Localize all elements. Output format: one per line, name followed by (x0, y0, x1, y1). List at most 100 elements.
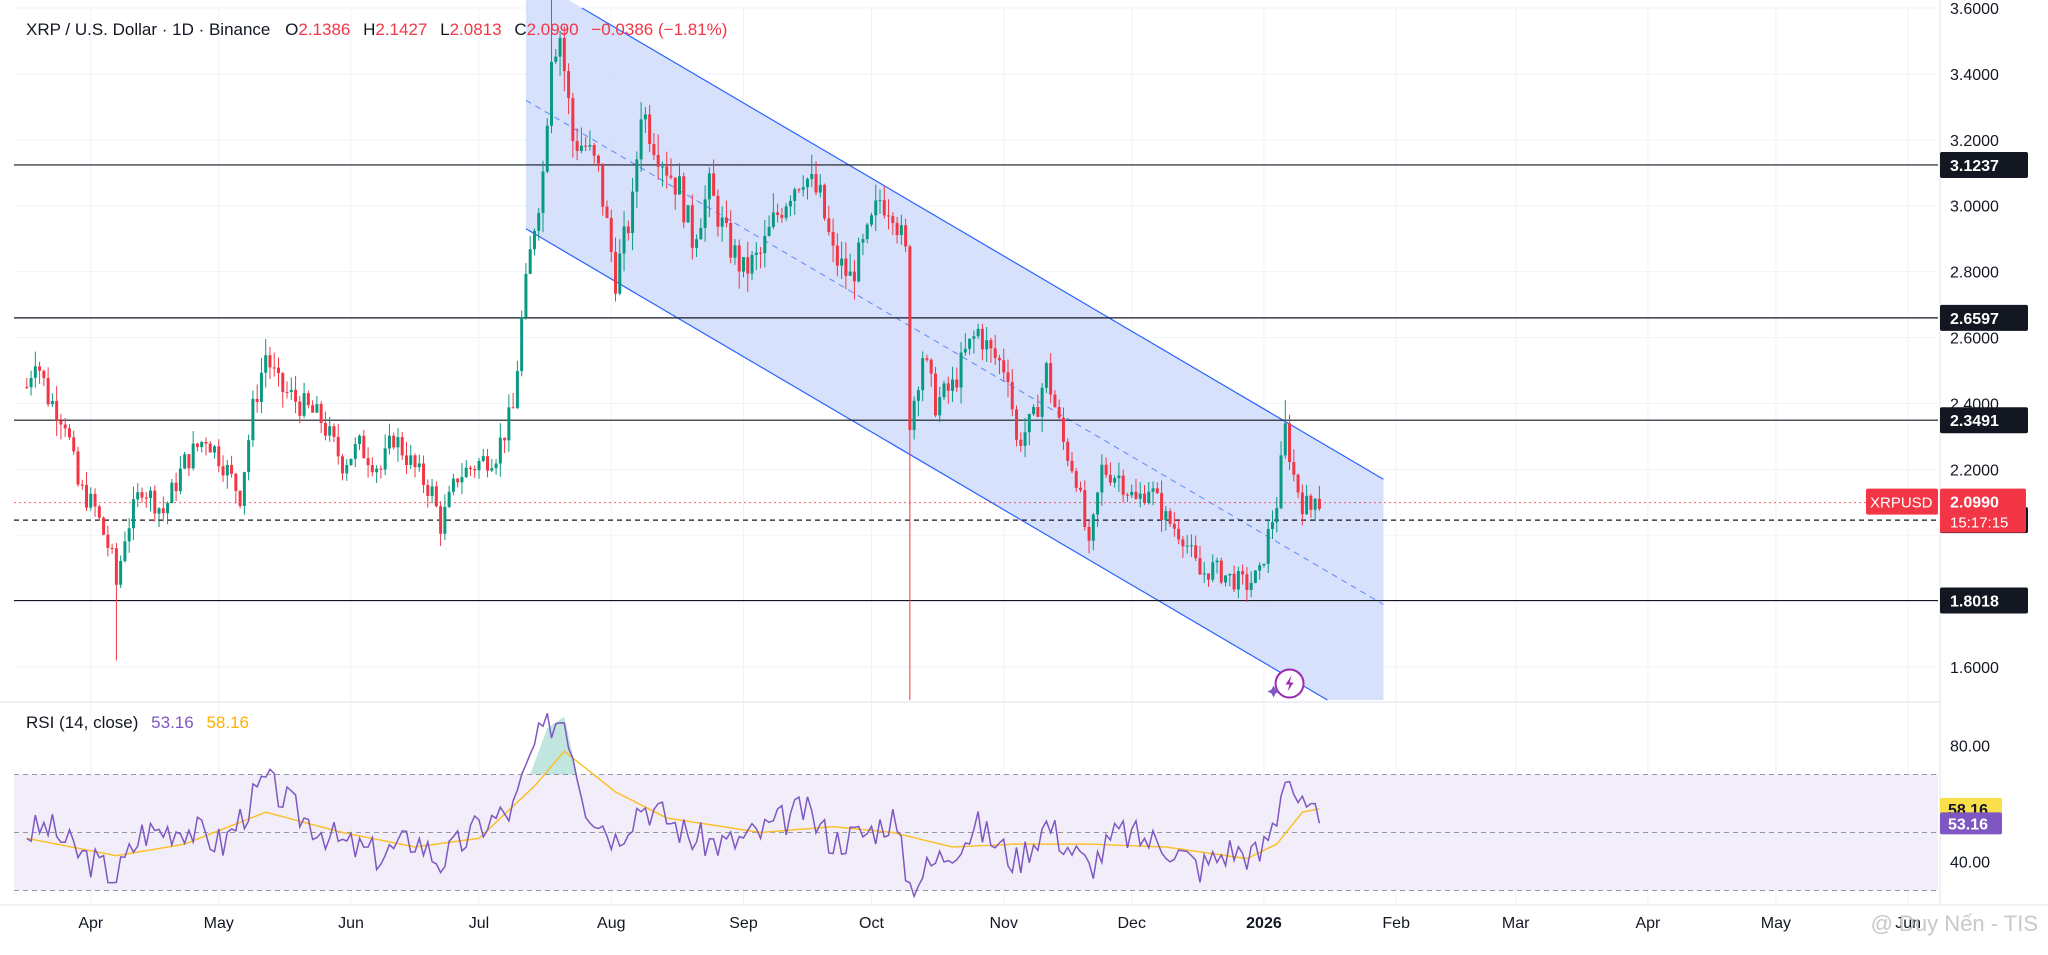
candle-body (85, 484, 89, 508)
level-price-tag (1940, 587, 2028, 614)
candle-body (1189, 545, 1193, 547)
candle-body (1155, 488, 1159, 494)
candle-body (1023, 432, 1027, 446)
candle-body (1296, 474, 1300, 493)
candle-body (353, 444, 357, 459)
candle-body (1164, 511, 1168, 521)
candle-body (1185, 545, 1189, 547)
price-tick-label: 1.6000 (1950, 660, 1999, 677)
candle-body (609, 217, 613, 252)
candle-body (443, 506, 447, 534)
time-axis-label: Oct (859, 915, 884, 932)
candle-body (503, 437, 507, 441)
candle-body (925, 358, 929, 360)
candle-body (733, 245, 737, 258)
candle-body (370, 465, 374, 473)
candle-body (187, 454, 191, 469)
candle-body (89, 493, 93, 508)
candle-body (908, 246, 912, 431)
candle-body (797, 189, 801, 191)
candle-body (537, 212, 541, 231)
candle-body (652, 144, 656, 155)
time-axis-label: Jul (469, 915, 489, 932)
candle-body (106, 534, 110, 548)
low-value: 2.0813 (449, 20, 502, 39)
candle-body (409, 455, 413, 465)
candle-body (963, 348, 967, 353)
candle-body (166, 503, 170, 514)
candle-body (805, 178, 809, 188)
candle-body (793, 189, 797, 201)
candle-body (102, 517, 106, 535)
candle-body (507, 407, 511, 441)
candle-body (1074, 471, 1078, 488)
candle-body (695, 239, 699, 248)
candle-body (1151, 488, 1155, 492)
candle-body (1019, 439, 1023, 446)
rsi-tick-label: 40.00 (1950, 855, 1990, 872)
candle-body (699, 227, 703, 240)
candle-body (703, 199, 707, 228)
candle-body (750, 254, 754, 274)
candle-body (1172, 523, 1176, 529)
level-price-tag (1940, 407, 2028, 434)
candle-body (895, 222, 899, 236)
symbol-tag-label: XRPUSD (1870, 495, 1933, 512)
candle-body (635, 159, 639, 192)
candle-body (383, 448, 387, 470)
candle-body (153, 490, 157, 514)
candle-body (639, 119, 643, 160)
candle-body (63, 424, 67, 429)
candle-body (1228, 573, 1232, 576)
candle-body (878, 200, 882, 202)
candle-body (993, 348, 997, 358)
candle-body (25, 386, 29, 388)
candle-body (456, 478, 460, 483)
channel-middle-line (525, 99, 1384, 605)
candle-body (404, 455, 408, 465)
candle-body (93, 493, 97, 507)
candle-body (289, 389, 293, 393)
candle-body (520, 317, 524, 372)
price-tick-label: 3.0000 (1950, 199, 1999, 216)
candle-body (997, 357, 1001, 361)
price-tick-label: 3.2000 (1950, 133, 1999, 150)
close-label: C (514, 20, 527, 39)
candle-body (277, 367, 280, 374)
candle-body (528, 249, 532, 274)
candle-body (1241, 571, 1245, 575)
candle-body (921, 358, 925, 391)
candle-body (1125, 494, 1129, 496)
time-axis-label: Feb (1382, 915, 1410, 932)
price-tick-label: 3.6000 (1950, 1, 1999, 18)
candle-body (720, 217, 724, 227)
symbol-title: XRP / U.S. Dollar · 1D · Binance (26, 20, 271, 39)
level-price-tag (1940, 151, 2028, 178)
level-price-tag (1940, 304, 2028, 331)
candle-body (298, 401, 302, 416)
candle-body (264, 355, 268, 373)
candle-body (865, 224, 869, 240)
time-axis-label: 2026 (1246, 915, 1282, 932)
time-axis-label: May (1761, 915, 1791, 932)
candle-body (174, 482, 178, 492)
open-value: 2.1386 (298, 20, 351, 39)
time-axis-label: Jun (1895, 915, 1921, 932)
candle-body (869, 215, 873, 225)
candle-body (759, 252, 763, 254)
candle-body (588, 145, 592, 147)
candle-body (1202, 573, 1206, 575)
candle-body (1015, 409, 1019, 440)
candle-body (430, 486, 434, 496)
candle-body (592, 145, 596, 156)
candle-body (178, 468, 182, 492)
candle-body (1057, 407, 1061, 418)
candle-body (562, 37, 566, 72)
candle-body (76, 451, 80, 485)
candle-body (55, 400, 59, 421)
candle-body (251, 398, 255, 441)
candle-body (255, 398, 259, 403)
candle-body (191, 443, 195, 469)
candle-body (294, 389, 298, 402)
